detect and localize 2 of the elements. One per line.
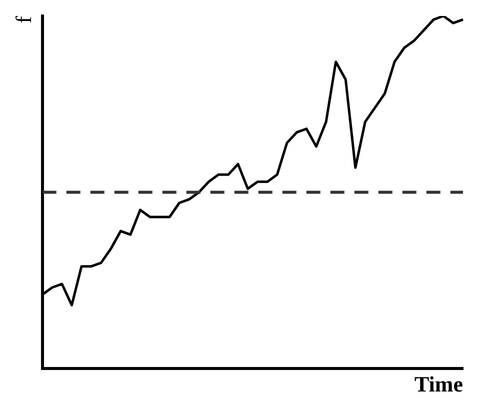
x-axis-title: Time xyxy=(414,371,464,396)
y-axis-title: f xyxy=(10,15,36,24)
